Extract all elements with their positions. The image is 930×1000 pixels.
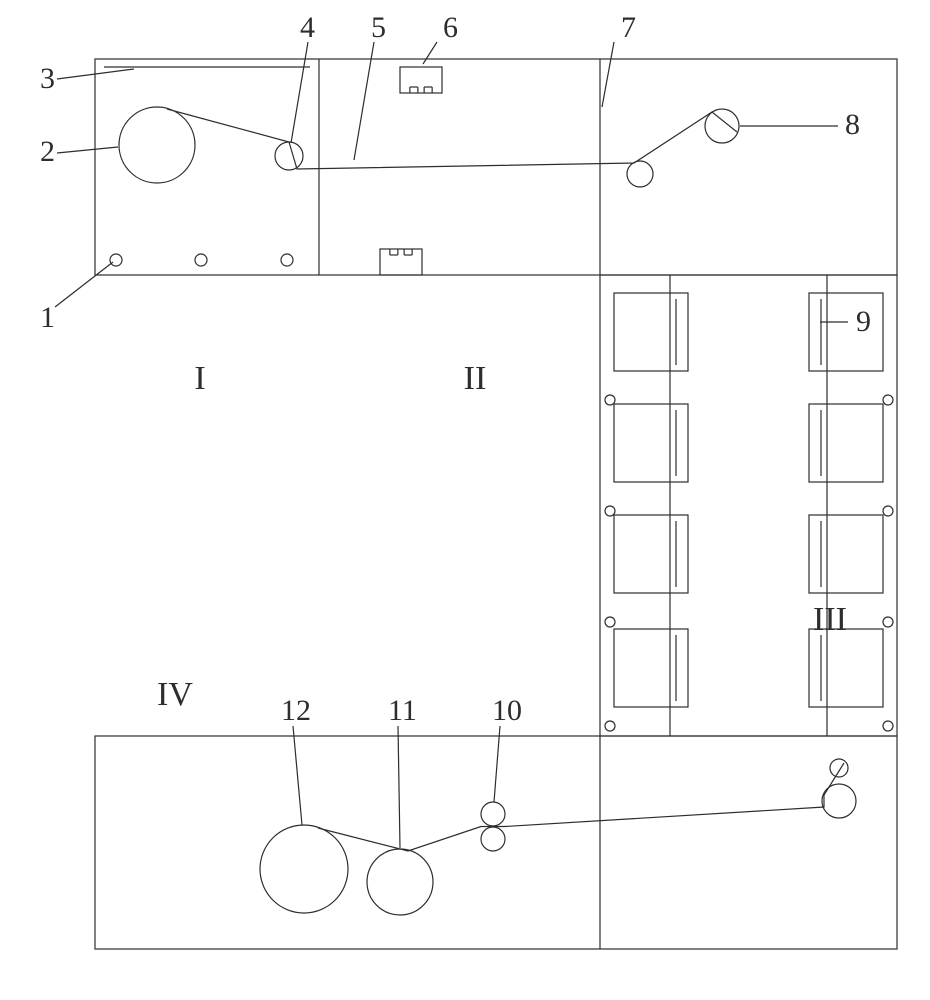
section-IV: IV <box>157 676 193 713</box>
roll-8 <box>705 109 739 143</box>
section-markers: IIIIIIIV <box>157 360 847 713</box>
roll-11 <box>367 849 433 915</box>
bottom-rollers <box>260 759 856 915</box>
pad-1 <box>195 254 207 266</box>
pad-0 <box>110 254 122 266</box>
nip-bot <box>481 827 505 851</box>
top-rollers <box>110 67 739 275</box>
roll-low <box>627 161 653 187</box>
label-2: 2 <box>40 135 55 168</box>
clip-6 <box>400 67 442 93</box>
roll-12 <box>260 825 348 913</box>
clip-bottom <box>380 249 422 275</box>
web-path-top <box>167 109 737 169</box>
label-11: 11 <box>388 694 417 727</box>
label-6: 6 <box>443 11 458 44</box>
web-path-bottom <box>318 763 844 851</box>
top-housing <box>95 59 897 275</box>
label-10: 10 <box>492 694 522 727</box>
section-III: III <box>813 601 847 638</box>
nip-top-10 <box>481 802 505 826</box>
section-II: II <box>464 360 487 397</box>
tower-racks <box>605 293 893 731</box>
roll-4 <box>275 142 303 170</box>
tower-outer <box>600 275 897 736</box>
label-7: 7 <box>621 11 636 44</box>
label-5: 5 <box>371 11 386 44</box>
label-9: 9 <box>856 305 871 338</box>
pad-2 <box>281 254 293 266</box>
roll-2 <box>119 107 195 183</box>
label-12: 12 <box>281 694 311 727</box>
label-8: 8 <box>845 108 860 141</box>
section-I: I <box>194 360 205 397</box>
label-4: 4 <box>300 11 315 44</box>
label-1: 1 <box>40 301 55 334</box>
label-3: 3 <box>40 62 55 95</box>
